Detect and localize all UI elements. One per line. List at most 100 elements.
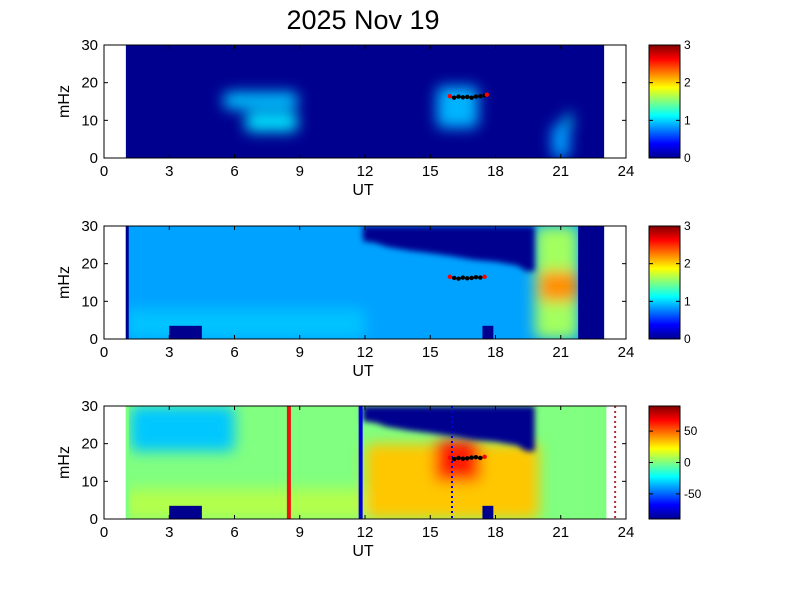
colorbar-tick-label: 50 (684, 424, 698, 438)
feature-1 (434, 439, 481, 482)
y-tick-label: 20 (81, 256, 98, 273)
feature-1 (245, 112, 298, 132)
peak-point (482, 274, 487, 280)
panel-3: 0 3 6 9 12 15 18 21 24 0 10 20 30 UT mHz 50 0 -50 (56, 398, 702, 560)
peak-point (460, 456, 466, 461)
no-data-left (104, 406, 126, 519)
peak-point (478, 275, 483, 280)
x-tick-label: 15 (422, 344, 439, 361)
cutoff-region (362, 406, 535, 452)
feature-2 (125, 488, 363, 519)
y-axis-label: mHz (56, 85, 73, 118)
no-data-left (104, 45, 126, 158)
x-tick-label: 21 (552, 163, 569, 180)
y-tick-label: 30 (81, 218, 98, 235)
x-tick-label: 3 (165, 524, 173, 541)
left-edge-strip (125, 226, 129, 339)
x-tick-label: 12 (357, 524, 374, 541)
y-tick-label: 20 (81, 436, 98, 453)
x-tick-label: 6 (230, 344, 238, 361)
peak-point (451, 456, 457, 462)
x-tick-label: 21 (552, 524, 569, 541)
no-data-right (604, 45, 626, 158)
y-tick-label: 30 (81, 37, 98, 54)
left-edge-strip (125, 406, 129, 519)
peak-point (469, 95, 474, 100)
plot-area (104, 406, 626, 519)
data-gap-0 (169, 505, 202, 519)
y-tick-label: 30 (81, 398, 98, 415)
x-tick-label: 0 (100, 344, 108, 361)
colorbar (648, 44, 681, 159)
x-tick-label: 18 (487, 163, 504, 180)
peak-track-line (449, 94, 488, 99)
x-tick-label: 15 (422, 524, 439, 541)
peak-point (451, 275, 457, 281)
x-tick-label: 9 (296, 524, 304, 541)
y-tick-label: 0 (90, 150, 98, 167)
peak-point (473, 455, 479, 460)
y-axis-label: mHz (56, 266, 73, 299)
x-tick-label: 24 (618, 163, 635, 180)
x-axis-label: UT (352, 182, 374, 199)
y-tick-label: 10 (81, 293, 98, 310)
peak-point (460, 275, 466, 280)
data-gap-1 (482, 505, 494, 519)
peak-point (451, 95, 457, 100)
plot-area (104, 226, 626, 339)
x-tick-label: 24 (618, 524, 635, 541)
colorbar (648, 405, 681, 520)
feature-3 (552, 124, 570, 158)
colorbar-tick-label: 0 (684, 332, 691, 346)
x-tick-label: 0 (100, 163, 108, 180)
colorbar-tick-label: 2 (684, 257, 691, 271)
peak-point (473, 94, 479, 99)
colorbar (648, 225, 681, 340)
peak-point (456, 455, 461, 461)
peak-point (465, 94, 470, 100)
data-gap-1 (482, 325, 494, 339)
feature-3 (130, 406, 235, 452)
feature-4 (565, 112, 572, 128)
colorbar-tick-label: 3 (684, 219, 691, 233)
cutoff-region (362, 226, 535, 272)
peak-point (447, 274, 453, 280)
colorbar-tick-label: 1 (684, 113, 691, 127)
peak-point (465, 456, 470, 461)
y-tick-label: 10 (81, 112, 98, 129)
colorbar-tick-label: 1 (684, 294, 691, 308)
feature-0 (223, 92, 298, 110)
peak-point (478, 94, 483, 99)
peak-point (473, 275, 479, 280)
feature-1 (539, 271, 579, 302)
feature-2 (125, 308, 365, 339)
peak-point (469, 275, 474, 281)
peak-point (478, 455, 483, 461)
peak-point (460, 95, 466, 100)
x-tick-label: 0 (100, 524, 108, 541)
x-axis-label: UT (352, 543, 374, 560)
x-tick-label: 18 (487, 524, 504, 541)
x-tick-label: 12 (357, 163, 374, 180)
colorbar-tick-label: 2 (684, 76, 691, 90)
x-tick-label: 12 (357, 344, 374, 361)
y-tick-label: 20 (81, 75, 98, 92)
no-data-right (604, 226, 626, 339)
plot-area (104, 45, 626, 158)
data-gap-0 (169, 325, 202, 339)
colorbar-tick-label: 0 (684, 151, 691, 165)
x-tick-label: 15 (422, 163, 439, 180)
colorbar-tick-label: -50 (684, 487, 702, 501)
peak-point (456, 94, 461, 99)
y-axis-label: mHz (56, 446, 73, 479)
y-tick-label: 0 (90, 511, 98, 528)
feature-2 (436, 86, 479, 128)
x-tick-label: 24 (618, 344, 635, 361)
x-tick-label: 9 (296, 163, 304, 180)
x-tick-label: 6 (230, 163, 238, 180)
y-tick-label: 0 (90, 331, 98, 348)
peak-point (482, 454, 487, 460)
colorbar-tick-label: 3 (684, 38, 691, 52)
